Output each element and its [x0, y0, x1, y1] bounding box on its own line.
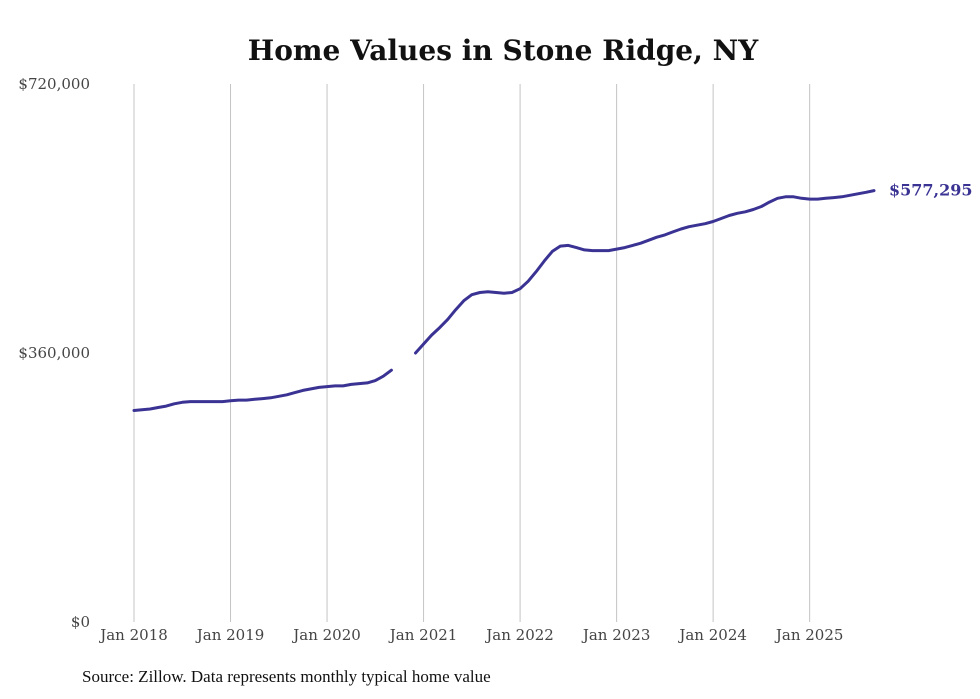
y-tick-label-0: $0 — [71, 613, 90, 631]
x-tick-label-6: Jan 2024 — [677, 626, 747, 644]
end-value-label: $577,295 — [889, 181, 973, 200]
gridlines — [133, 84, 811, 622]
series-line-segment-1 — [414, 189, 876, 355]
y-tick-label-1: $360,000 — [18, 344, 90, 362]
x-tick-label-3: Jan 2021 — [388, 626, 458, 644]
x-tick-label-4: Jan 2022 — [484, 626, 554, 644]
series-group — [132, 189, 876, 412]
x-tick-label-7: Jan 2025 — [774, 626, 844, 644]
chart-title: Home Values in Stone Ridge, NY — [248, 34, 759, 67]
x-tick-label-0: Jan 2018 — [98, 626, 168, 644]
y-tick-label-2: $720,000 — [18, 75, 90, 93]
y-axis-ticks: $0 $360,000 $720,000 — [18, 75, 90, 631]
x-tick-label-5: Jan 2023 — [581, 626, 651, 644]
series-line-segment-0 — [132, 368, 393, 412]
x-axis-ticks: Jan 2018 Jan 2019 Jan 2020 Jan 2021 Jan 2022… — [98, 626, 843, 644]
source-note: Source: Zillow. Data represents monthly … — [82, 667, 491, 686]
x-tick-label-1: Jan 2019 — [195, 626, 265, 644]
x-tick-label-2: Jan 2020 — [291, 626, 361, 644]
